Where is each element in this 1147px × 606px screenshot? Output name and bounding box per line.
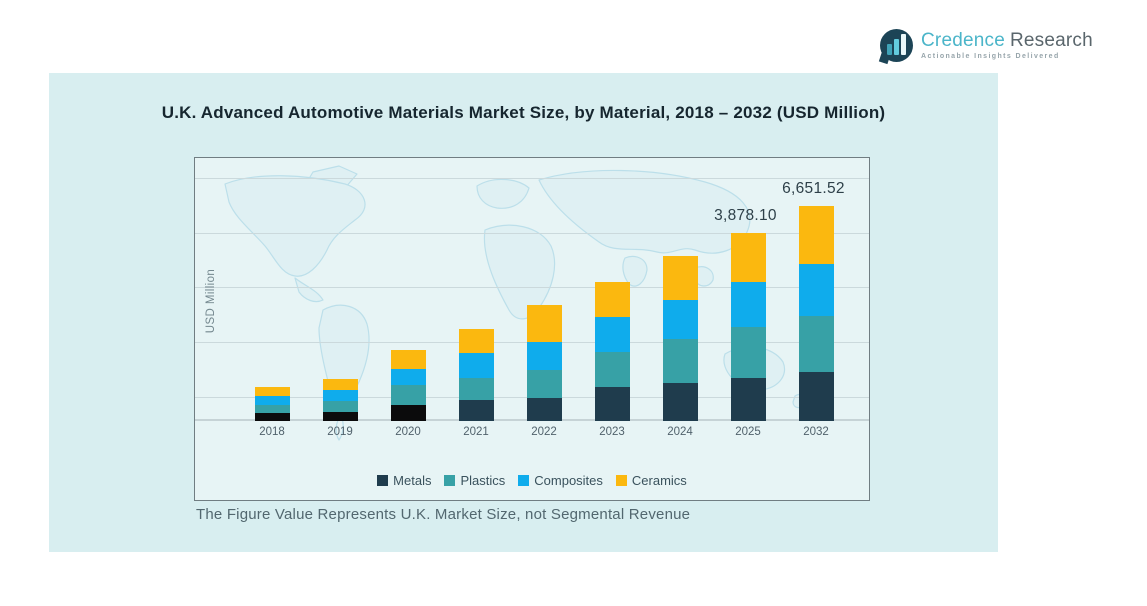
gridline (195, 233, 869, 234)
legend-item-ceramics: Ceramics (615, 473, 687, 488)
stacked-bar-2019 (322, 379, 358, 421)
x-tick-label-2019: 2019 (327, 426, 353, 438)
bar-segment-ceramics-2019 (322, 379, 358, 390)
legend-item-composites: Composites (518, 473, 603, 488)
bar-chart-speech-bubble-icon (880, 29, 913, 62)
legend-label-metals: Metals (393, 473, 432, 488)
bar-segment-metals-2032 (798, 372, 834, 421)
bar-segment-ceramics-2020 (390, 350, 426, 369)
bar-segment-plastics-2019 (322, 401, 358, 412)
x-tick-label-2032: 2032 (803, 426, 829, 438)
x-tick-label-2022: 2022 (531, 426, 557, 438)
x-tick-label-2020: 2020 (395, 426, 421, 438)
bar-segment-composites-2025 (730, 282, 766, 327)
stacked-bar-2021 (458, 329, 494, 421)
bar-segment-metals-2019 (322, 412, 358, 421)
credence-research-logo: Credence Research Actionable Insights Del… (880, 29, 1093, 62)
x-tick-label-2024: 2024 (667, 426, 693, 438)
bar-segment-plastics-2023 (594, 352, 630, 387)
chart-footnote: The Figure Value Represents U.K. Market … (196, 506, 691, 523)
legend-swatch-plastics (444, 475, 456, 486)
legend-swatch-ceramics (615, 475, 627, 486)
bar-segment-plastics-2022 (526, 370, 562, 398)
stacked-bar-2018 (254, 387, 290, 421)
legend-swatch-composites (518, 475, 530, 486)
x-tick-label-2018: 2018 (259, 426, 285, 438)
legend-label-ceramics: Ceramics (631, 473, 687, 488)
legend-item-metals: Metals (377, 473, 431, 488)
logo-text: Credence Research Actionable Insights Del… (921, 29, 1093, 61)
bar-segment-ceramics-2021 (458, 329, 494, 353)
legend-label-plastics: Plastics (460, 473, 506, 488)
bar-segment-composites-2023 (594, 317, 630, 352)
bar-segment-plastics-2021 (458, 378, 494, 400)
bar-segment-plastics-2020 (390, 385, 426, 405)
stacked-bar-2024 (662, 256, 698, 421)
data-label-2032: 6,651.52 (782, 180, 845, 197)
gridline (195, 178, 869, 179)
bar-segment-metals-2018 (254, 413, 290, 421)
legend-label-composites: Composites (534, 473, 603, 488)
bar-segment-composites-2022 (526, 342, 562, 370)
bar-segment-metals-2021 (458, 400, 494, 421)
data-label-2025: 3,878.10 (714, 207, 777, 224)
bar-segment-metals-2022 (526, 398, 562, 421)
bar-segment-ceramics-2018 (254, 387, 290, 396)
legend-swatch-metals (377, 475, 389, 486)
chart-plot-frame: USD Million 3,878.10 6,651.52 2018 2019 202… (194, 157, 870, 501)
bar-segment-ceramics-2024 (662, 256, 698, 300)
chart-title: U.K. Advanced Automotive Materials Marke… (161, 103, 886, 122)
bar-segment-composites-2021 (458, 353, 494, 378)
bar-segment-plastics-2024 (662, 339, 698, 383)
brand-name: Credence Research (921, 31, 1093, 51)
brand-name-secondary: Research (1009, 30, 1093, 51)
x-tick-label-2025: 2025 (735, 426, 761, 438)
bar-segment-composites-2032 (798, 264, 834, 316)
bar-segment-composites-2018 (254, 396, 290, 405)
bar-segment-plastics-2025 (730, 327, 766, 378)
bar-segment-ceramics-2023 (594, 282, 630, 317)
bar-segment-plastics-2018 (254, 405, 290, 413)
legend: Metals Plastics Composites Ceramics (195, 473, 869, 488)
stacked-bar-2022 (526, 305, 562, 421)
legend-item-plastics: Plastics (444, 473, 505, 488)
x-tick-label-2021: 2021 (463, 426, 489, 438)
stacked-bar-2023 (594, 282, 630, 421)
bar-segment-composites-2024 (662, 300, 698, 339)
bar-segment-ceramics-2022 (526, 305, 562, 342)
gridline (195, 287, 869, 288)
bar-segment-ceramics-2032 (798, 206, 834, 264)
stacked-bar-2032: 6,651.52 (782, 180, 845, 421)
bar-segment-composites-2019 (322, 390, 358, 401)
bar-segment-composites-2020 (390, 369, 426, 385)
x-tick-label-2023: 2023 (599, 426, 625, 438)
brand-name-primary: Credence (921, 30, 1005, 51)
bar-segment-metals-2023 (594, 387, 630, 421)
stacked-bar-2020 (390, 350, 426, 421)
bar-segment-plastics-2032 (798, 316, 834, 372)
brand-tagline: Actionable Insights Delivered (921, 53, 1060, 60)
bar-segment-metals-2020 (390, 405, 426, 421)
bar-segment-ceramics-2025 (730, 233, 766, 282)
bar-segment-metals-2024 (662, 383, 698, 421)
bar-segment-metals-2025 (730, 378, 766, 421)
y-axis-title: USD Million (205, 268, 217, 334)
stacked-bar-2025: 3,878.10 (714, 207, 777, 421)
logo-bars (880, 29, 913, 62)
